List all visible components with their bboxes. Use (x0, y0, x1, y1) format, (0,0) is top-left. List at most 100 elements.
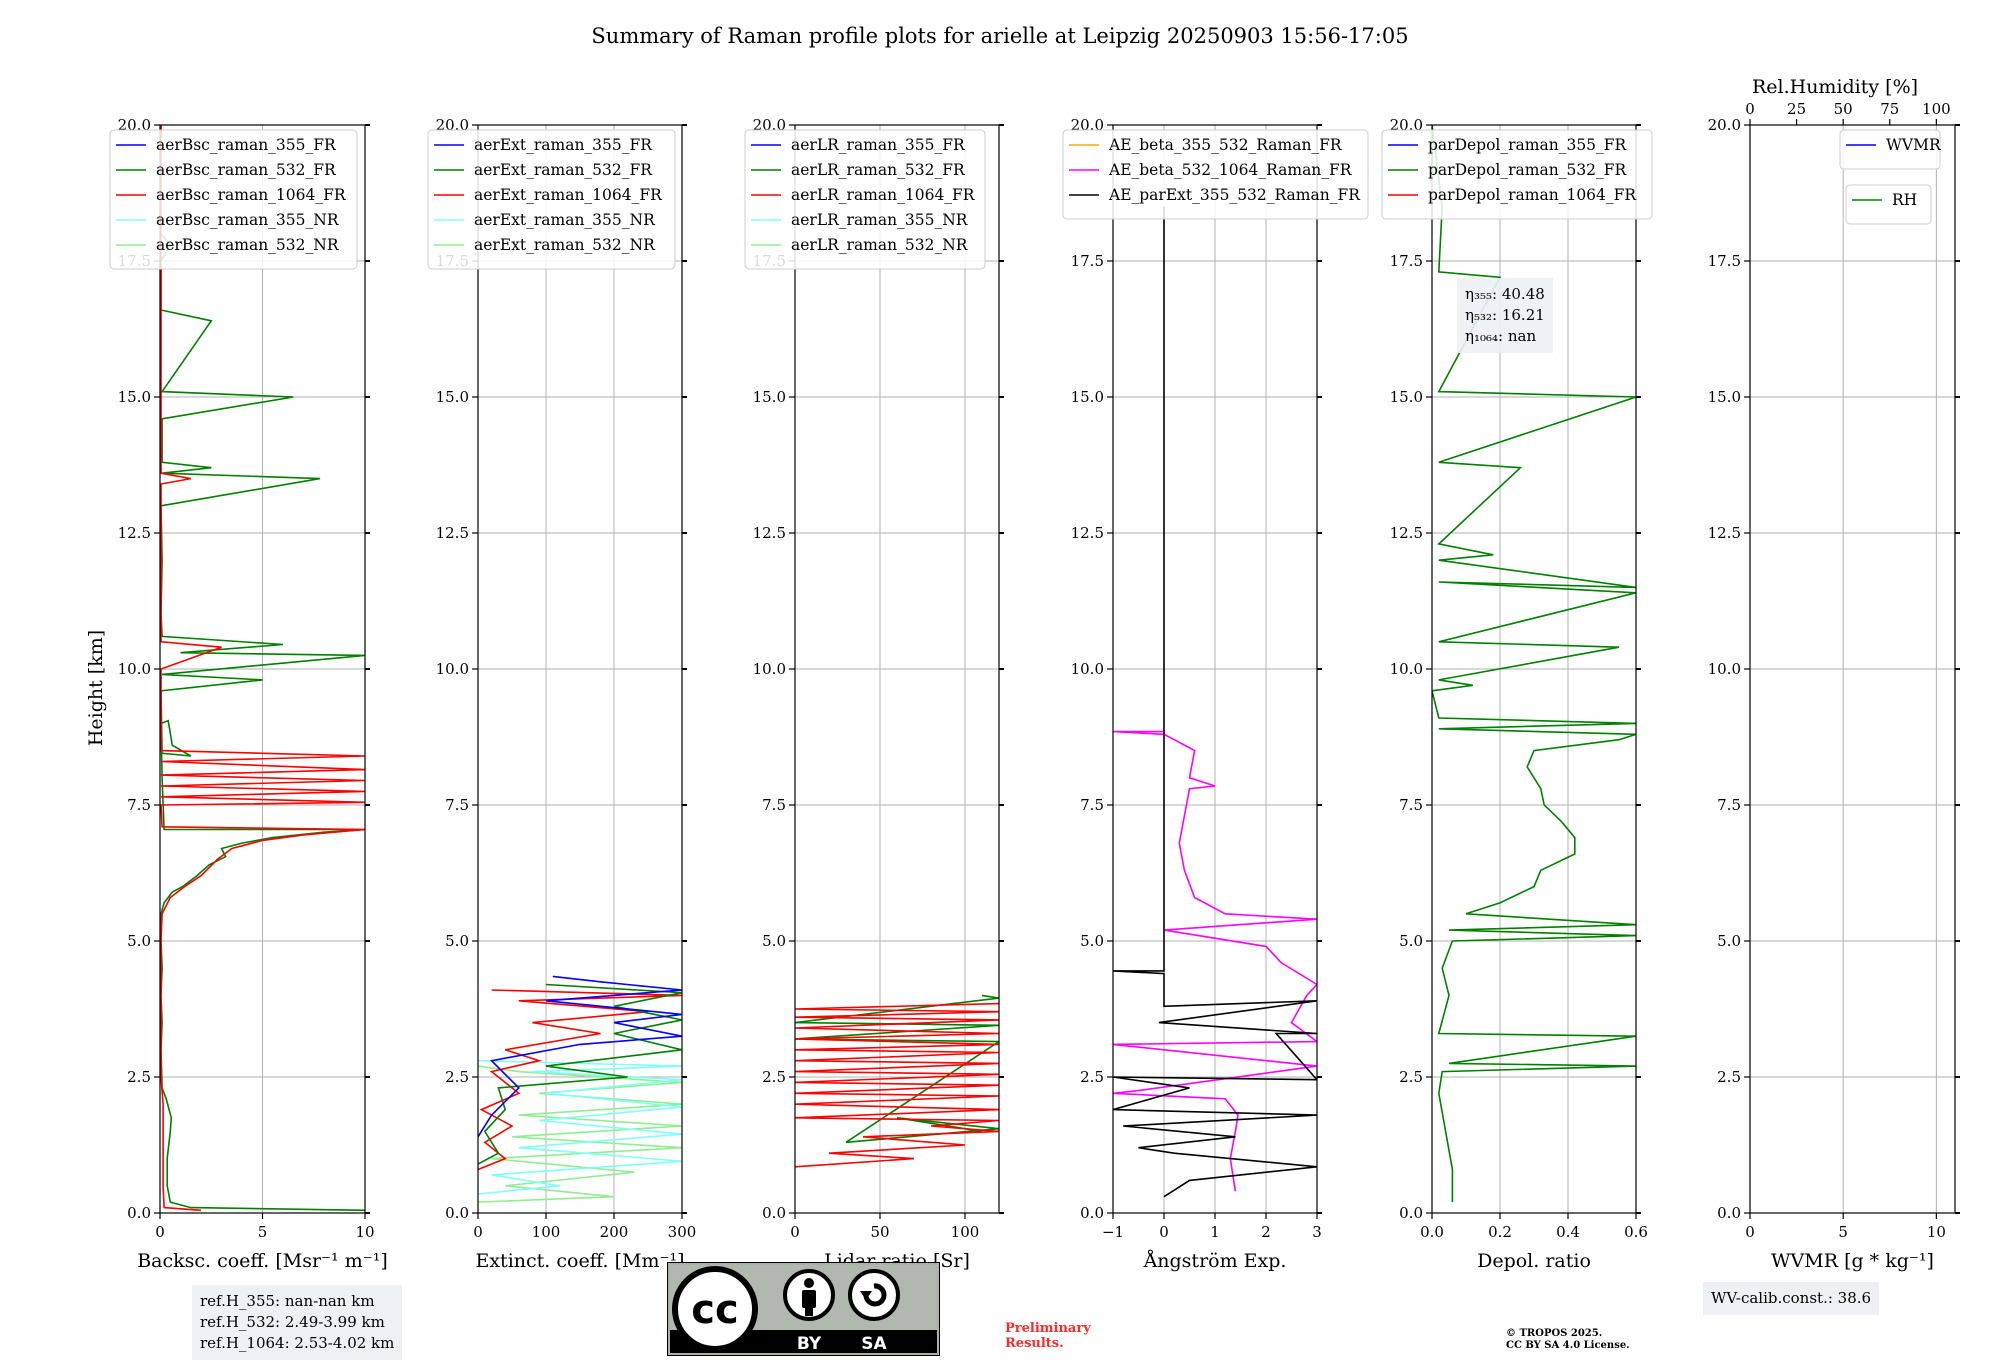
x-tick-label: 0 (1745, 1223, 1755, 1241)
series-group (1113, 206, 1317, 1198)
y-tick-label: 10.0 (1390, 660, 1423, 678)
x-axis-label: Ångström Exp. (1143, 1250, 1287, 1272)
x-tick-label: 1 (1210, 1223, 1220, 1241)
legend-entry: parDepol_raman_1064_FR (1428, 186, 1637, 204)
cc-logo-icon (672, 1266, 758, 1352)
legend-entry: parDepol_raman_532_FR (1428, 161, 1628, 179)
x-tick-label: 3 (1312, 1223, 1322, 1241)
y-tick-label: 2.5 (1399, 1068, 1423, 1086)
top-tick-label: 0 (1745, 100, 1755, 118)
copyright-line-2: CC BY SA 4.0 License. (1506, 1340, 1630, 1351)
series-group (795, 994, 999, 1168)
x-tick-label: 300 (668, 1223, 697, 1241)
share-alike-icon (848, 1269, 900, 1321)
y-tick-label: 15.0 (118, 388, 151, 406)
y-tick-label: 15.0 (1071, 388, 1104, 406)
y-tick-label: 2.5 (127, 1068, 151, 1086)
legend-entry: aerBsc_raman_355_FR (156, 136, 337, 154)
legend-entry: aerBsc_raman_532_FR (156, 161, 337, 179)
y-tick-label: 10.0 (1071, 660, 1104, 678)
y-tick-label: 7.5 (762, 796, 786, 814)
eta-532-label: η₅₃₂: 16.21 (1465, 306, 1545, 324)
legend-entry: aerBsc_raman_532_NR (156, 236, 340, 254)
legend-entry: WVMR (1886, 136, 1942, 154)
y-tick-label: 0.0 (127, 1204, 151, 1222)
y-tick-label: 0.0 (445, 1204, 469, 1222)
legend-entry: aerBsc_raman_355_NR (156, 211, 340, 229)
y-tick-label: 17.5 (1071, 252, 1104, 270)
y-axis-label: Height [km] (85, 630, 107, 746)
y-tick-label: 12.5 (1390, 524, 1423, 542)
y-tick-label: 5.0 (762, 932, 786, 950)
x-tick-label: 0.2 (1488, 1223, 1512, 1241)
y-tick-label: 15.0 (753, 388, 786, 406)
panel-bsc: 05100.02.55.07.510.012.515.017.520.0Back… (109, 116, 388, 1272)
y-tick-label: 7.5 (1717, 796, 1741, 814)
series-line-aerLR_raman_1064_FR (795, 1002, 999, 1168)
x-tick-label: 50 (870, 1223, 889, 1241)
eta-annotation-box: η₃₅₅: 40.48 η₅₃₂: 16.21 η₁₀₆₄: nan (1457, 278, 1553, 353)
legend-box (744, 129, 986, 270)
license-sa-label: SA (861, 1334, 887, 1354)
legend-entry: AE_parExt_355_532_Raman_FR (1108, 186, 1361, 204)
legend-box (427, 129, 676, 270)
y-tick-label: 12.5 (436, 524, 469, 542)
legend-entry: aerLR_raman_355_NR (791, 211, 969, 229)
x-tick-label: 0 (1159, 1223, 1169, 1241)
x-tick-label: 0 (473, 1223, 483, 1241)
rh-axis-label: Rel.Humidity [%] (1752, 76, 1918, 98)
x-tick-label: 0.0 (1420, 1223, 1444, 1241)
x-tick-label: 10 (1927, 1223, 1946, 1241)
legend-entry: aerExt_raman_532_FR (474, 161, 653, 179)
x-tick-label: 0 (790, 1223, 800, 1241)
y-tick-label: 12.5 (1071, 524, 1104, 542)
series-group (160, 125, 365, 1212)
series-line-aerExt_raman_355_NR (478, 1059, 682, 1195)
eta-355-label: η₃₅₅: 40.48 (1465, 285, 1545, 303)
y-tick-label: 5.0 (127, 932, 151, 950)
x-tick-label: 0.4 (1556, 1223, 1580, 1241)
y-tick-label: 17.5 (1390, 252, 1423, 270)
legend-entry: aerLR_raman_532_NR (791, 236, 969, 254)
legend-entry: aerLR_raman_1064_FR (791, 186, 976, 204)
wv-calibration-box: WV-calib.const.: 38.6 (1703, 1282, 1880, 1315)
y-tick-label: 17.5 (1708, 252, 1741, 270)
y-tick-label: 10.0 (118, 660, 151, 678)
legend-entry: aerExt_raman_355_NR (474, 211, 656, 229)
y-tick-label: 0.0 (1080, 1204, 1104, 1222)
wv-calibration-constant: WV-calib.const.: 38.6 (1711, 1289, 1872, 1307)
x-tick-label: 5 (258, 1223, 268, 1241)
legend-entry: aerExt_raman_1064_FR (474, 186, 663, 204)
x-axis-label: Depol. ratio (1477, 1250, 1591, 1272)
legend-entry: aerExt_raman_532_NR (474, 236, 656, 254)
x-tick-label: 2 (1261, 1223, 1271, 1241)
y-tick-label: 5.0 (1717, 932, 1741, 950)
x-tick-label: 100 (951, 1223, 980, 1241)
series-group (478, 975, 682, 1203)
legend-entry: aerLR_raman_532_FR (791, 161, 966, 179)
reference-height-box: ref.H_355: nan-nan km ref.H_532: 2.49-3.… (192, 1285, 403, 1360)
y-tick-label: 5.0 (1080, 932, 1104, 950)
legend-box (1839, 129, 1941, 170)
legend-entry: aerBsc_raman_1064_FR (156, 186, 347, 204)
legend-entry: aerLR_raman_355_FR (791, 136, 966, 154)
cc-logo-label: cc (691, 1287, 738, 1333)
y-tick-label: 15.0 (1390, 388, 1423, 406)
legend-entry: RH (1892, 191, 1917, 209)
panels: 05100.02.55.07.510.012.515.017.520.0Back… (109, 100, 1960, 1272)
y-tick-label: 0.0 (1399, 1204, 1423, 1222)
ref-height-1064: ref.H_1064: 2.53-4.02 km (200, 1334, 395, 1352)
copyright-line-1: © TROPOS 2025. (1506, 1328, 1603, 1339)
legend-entry: parDepol_raman_355_FR (1428, 136, 1628, 154)
y-tick-label: 12.5 (118, 524, 151, 542)
top-tick-label: 75 (1880, 100, 1899, 118)
main-title: Summary of Raman profile plots for ariel… (591, 24, 1408, 48)
panel-ang: −1 0 1 2 30.02.55.07.510.012.515.017.520.0Ån… (1062, 116, 1369, 1272)
y-tick-label: 10.0 (436, 660, 469, 678)
x-tick-label: −1 (1102, 1223, 1124, 1241)
series-line-aerExt_raman_355_FR (478, 975, 682, 1138)
x-tick-label: 200 (600, 1223, 629, 1241)
eta-1064-label: η₁₀₆₄: nan (1465, 327, 1537, 345)
legend-entry: AE_beta_355_532_Raman_FR (1108, 136, 1343, 154)
